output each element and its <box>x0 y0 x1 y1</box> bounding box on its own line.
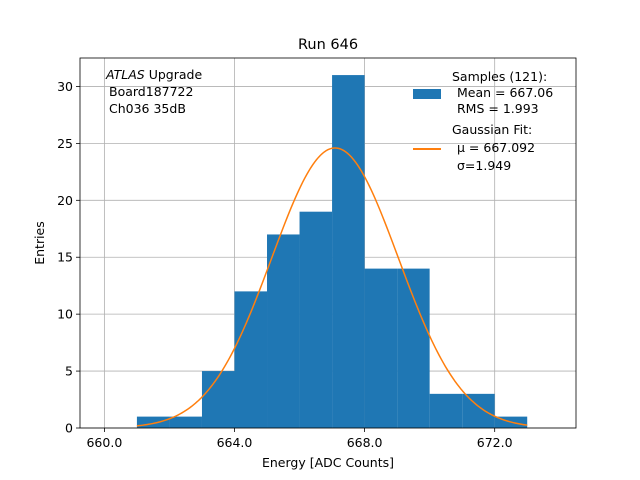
annotation-line-2: Board187722 <box>109 84 193 99</box>
y-tick-label-6: 30 <box>57 79 73 94</box>
histogram-bar-6 <box>332 75 365 429</box>
annotation-line-1: ATLAS Upgrade <box>105 67 202 82</box>
legend-fit-title: Gaussian Fit: <box>452 122 532 137</box>
legend: Samples (121): Mean = 667.06 RMS = 1.993… <box>413 69 553 173</box>
legend-samples-mean: Mean = 667.06 <box>457 85 553 100</box>
y-tick-label-1: 5 <box>65 364 73 379</box>
legend-fit-sigma: σ=1.949 <box>457 158 511 173</box>
x-tick-label-0: 660.0 <box>86 435 122 450</box>
legend-samples-swatch <box>413 89 441 99</box>
legend-samples-rms: RMS = 1.993 <box>457 101 539 116</box>
y-tick-label-0: 0 <box>65 421 73 436</box>
histogram-bar-5 <box>299 211 333 428</box>
histogram-bar-2 <box>201 371 235 428</box>
annotation-italic: ATLAS <box>105 67 145 82</box>
gaussian-fit-curve <box>136 147 528 427</box>
y-axis-label: Entries <box>32 221 47 265</box>
histogram-bar-7 <box>364 268 398 428</box>
histogram-bar-4 <box>267 234 300 428</box>
x-tick-label-3: 672.0 <box>477 435 513 450</box>
y-axis-ticks: 0 5 10 15 20 25 30 <box>57 79 80 436</box>
x-axis-ticks: 660.0 664.0 668.0 672.0 <box>86 428 513 450</box>
x-axis-label: Energy [ADC Counts] <box>262 455 394 470</box>
y-tick-label-3: 15 <box>57 250 73 265</box>
annotation-line-3: Ch036 35dB <box>109 101 186 116</box>
y-tick-label-5: 25 <box>57 136 73 151</box>
atlas-annotation: ATLAS Upgrade Board187722 Ch036 35dB <box>105 67 202 116</box>
y-tick-label-2: 10 <box>57 307 73 322</box>
legend-samples-title: Samples (121): <box>452 69 547 84</box>
histogram-bar-9 <box>429 393 463 428</box>
x-tick-label-1: 664.0 <box>217 435 253 450</box>
histogram-bar-8 <box>397 268 430 428</box>
x-tick-label-2: 668.0 <box>347 435 383 450</box>
histogram-bar-10 <box>462 393 495 428</box>
plot-frame <box>79 57 577 429</box>
legend-fit-mu: μ = 667.092 <box>457 140 535 155</box>
chart-title: Run 646 <box>298 37 358 53</box>
y-tick-label-4: 20 <box>57 193 73 208</box>
histogram-bar-0 <box>136 416 170 428</box>
histogram-bar-1 <box>169 416 202 428</box>
histogram-bars <box>136 75 528 429</box>
annotation-rest: Upgrade <box>145 67 203 82</box>
